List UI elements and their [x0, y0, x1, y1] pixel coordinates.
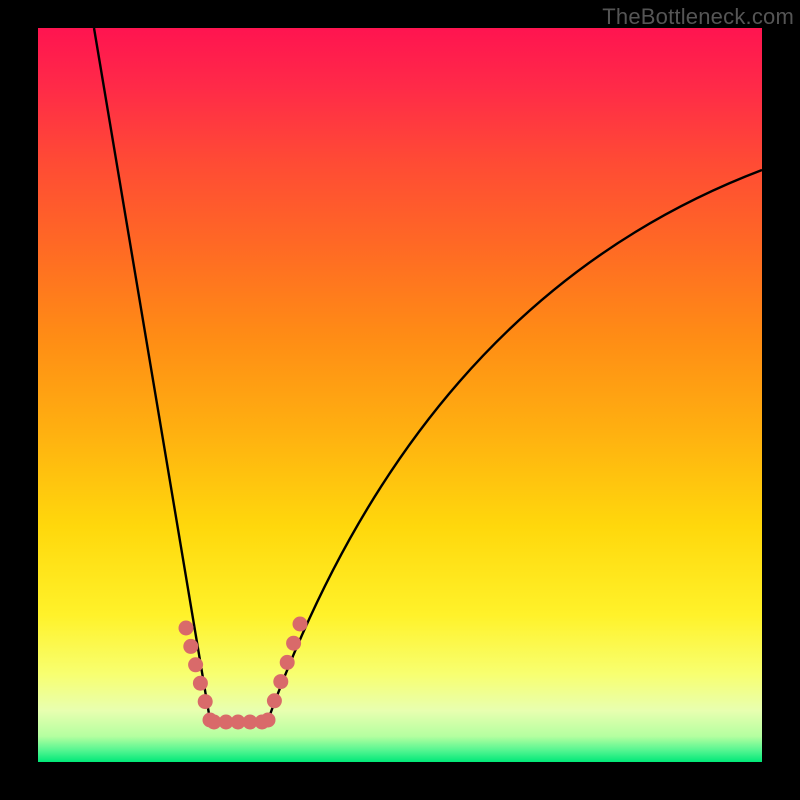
marker-dot: [183, 639, 198, 654]
marker-dot: [280, 655, 295, 670]
chart-background: [38, 28, 762, 762]
marker-dot: [267, 693, 282, 708]
chart-plot-area: [38, 28, 762, 762]
marker-dot: [179, 621, 194, 636]
chart-svg: [0, 0, 800, 800]
marker-dot: [293, 617, 308, 632]
marker-dot: [273, 674, 288, 689]
marker-dot: [188, 657, 203, 672]
marker-dot: [193, 676, 208, 691]
marker-dot: [261, 713, 276, 728]
marker-dot: [286, 636, 301, 651]
marker-dot: [198, 694, 213, 709]
